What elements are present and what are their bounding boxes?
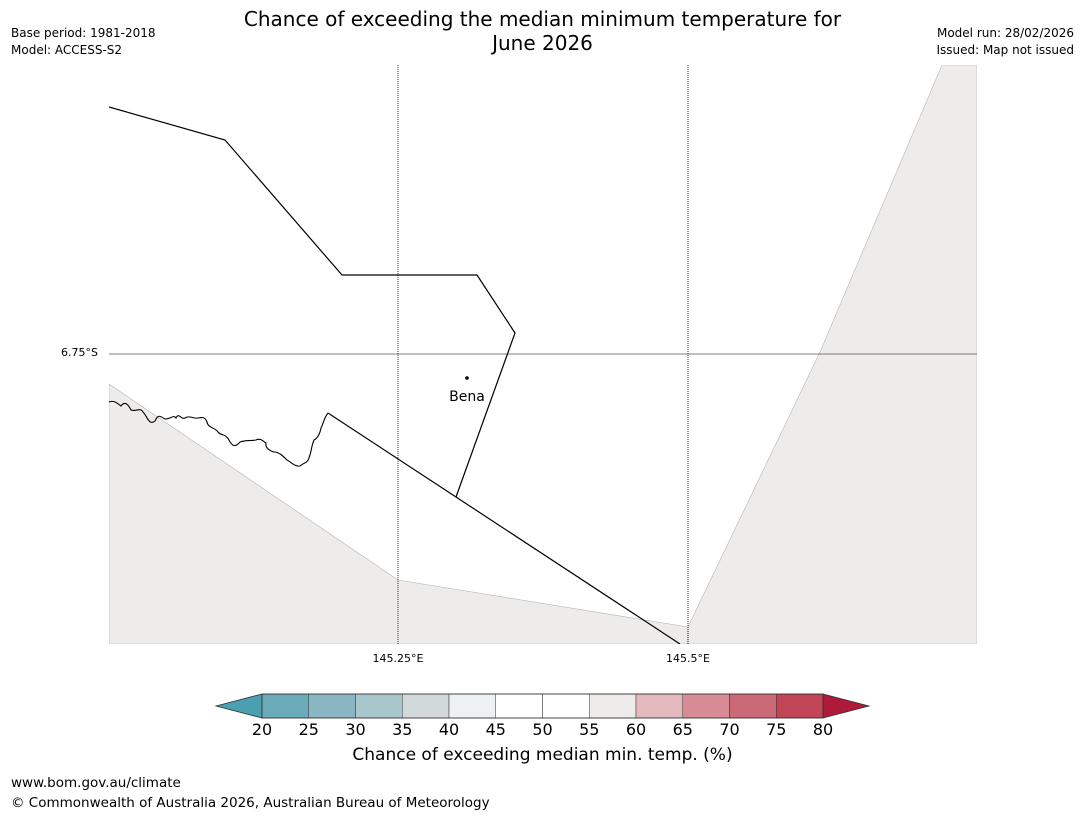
colorbar-tick-50: 50 (532, 720, 553, 739)
colorbar-tick-65: 65 (672, 720, 693, 739)
footer-url[interactable]: www.bom.gov.au/climate (11, 775, 181, 791)
colorbar-bin-60-65 (635, 693, 683, 719)
colorbar-tick-75: 75 (766, 720, 787, 739)
colorbar-frame (261, 693, 824, 719)
meta-right: Model run: 28/02/2026 Issued: Map not is… (936, 25, 1074, 59)
colorbar-tick-20: 20 (251, 720, 273, 739)
colorbar-bin-50-55 (542, 693, 590, 719)
province-boundary-north (109, 106, 516, 498)
colorbar-tick-80: 80 (812, 720, 834, 739)
colorbar (214, 693, 871, 719)
model-name: Model: ACCESS-S2 (11, 43, 123, 57)
colorbar-bin-70-75 (729, 693, 777, 719)
lat-label-6-75: 6.75°S (61, 346, 98, 359)
colorbar-bin-75-80 (776, 693, 824, 719)
title-line-1: Chance of exceeding the median minimum t… (243, 7, 842, 31)
lon-label-145-25: 145.25°E (372, 652, 424, 665)
colorbar-tick-25: 25 (298, 720, 319, 739)
colorbar-under-arrow (214, 693, 263, 719)
colorbar-over-arrow (822, 693, 871, 719)
footer-copyright: © Commonwealth of Australia 2026, Austra… (11, 795, 490, 811)
colorbar-bin-40-45 (448, 693, 496, 719)
colorbar-bin-55-60 (589, 693, 637, 719)
colorbar-tick-30: 30 (345, 720, 366, 739)
colorbar-tick-45: 45 (485, 720, 506, 739)
outside-region-east (687, 65, 977, 644)
colorbar-bin-35-40 (402, 693, 450, 719)
colorbar-tick-55: 55 (579, 720, 600, 739)
meta-left: Base period: 1981-2018 Model: ACCESS-S2 (11, 25, 156, 59)
colorbar-bin-45-50 (495, 693, 543, 719)
colorbar-bin-20-25 (261, 693, 309, 719)
issued-status: Issued: Map not issued (936, 43, 1074, 57)
model-run: Model run: 28/02/2026 (936, 26, 1074, 40)
colorbar-tick-70: 70 (719, 720, 740, 739)
place-label-bena: Bena (449, 389, 485, 405)
map-title: Chance of exceeding the median minimum t… (0, 7, 1085, 55)
base-period: Base period: 1981-2018 (11, 26, 156, 40)
coastline (109, 400, 329, 467)
colorbar-tick-60: 60 (625, 720, 647, 739)
colorbar-tick-40: 40 (438, 720, 460, 739)
colorbar-tick-35: 35 (392, 720, 413, 739)
lon-label-145-5: 145.5°E (666, 652, 710, 665)
colorbar-bin-30-35 (355, 693, 403, 719)
title-line-2: June 2026 (492, 31, 593, 55)
colorbar-title: Chance of exceeding median min. temp. (%… (352, 745, 733, 765)
province-boundary-south (327, 412, 681, 644)
place-marker-bena (465, 376, 469, 380)
colorbar-bin-65-70 (682, 693, 730, 719)
colorbar-bin-25-30 (308, 693, 356, 719)
